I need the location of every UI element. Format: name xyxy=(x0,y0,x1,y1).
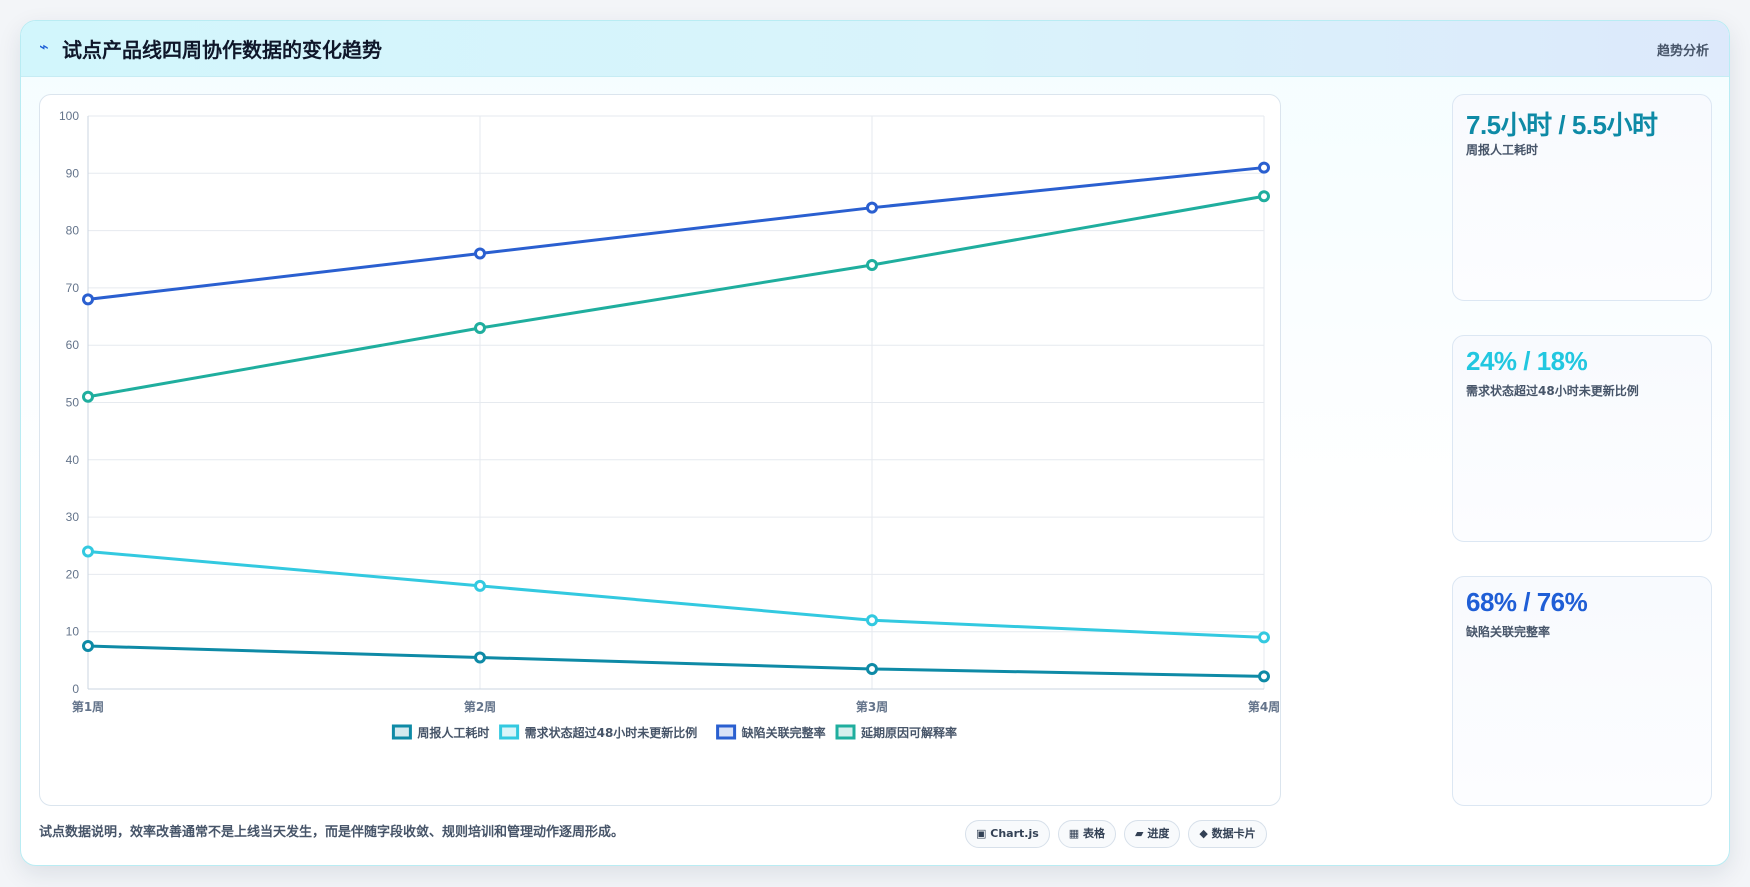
data-point xyxy=(866,258,878,271)
y-tick-label: 90 xyxy=(66,166,80,180)
legend-item[interactable]: 需求状态超过48小时未更新比例 xyxy=(499,724,698,740)
chart-icon: ▣ xyxy=(976,827,987,840)
kpi-label: 需求状态超过48小时未更新比例 xyxy=(1466,384,1639,398)
y-tick-label: 60 xyxy=(66,338,80,352)
kpi-label: 周报人工耗时 xyxy=(1466,143,1539,157)
chip-label: 进度 xyxy=(1147,827,1170,840)
chart-panel: 0 10 20 30 40 50 60 70 80 90 100 第1周 第2周 第3周 第4周周报人工耗时… xyxy=(39,94,1281,806)
x-tick-label: 第3周 xyxy=(856,699,888,714)
tech-chips: ▣ Chart.js ▦ 表格 ▰ 进度 ◆ 数据卡片 xyxy=(965,820,1267,848)
trend-icon: ⌁ xyxy=(39,37,49,56)
chip-label: 数据卡片 xyxy=(1211,827,1256,840)
data-point xyxy=(1258,670,1270,683)
legend-swatch xyxy=(391,724,412,740)
series-line xyxy=(87,166,1265,301)
data-point xyxy=(474,247,486,260)
legend-swatch xyxy=(499,724,520,740)
y-tick-label: 100 xyxy=(59,109,79,123)
data-point xyxy=(474,322,486,335)
legend-item[interactable]: 周报人工耗时 xyxy=(391,724,489,740)
legend-label: 周报人工耗时 xyxy=(417,725,489,740)
diamond-icon: ◆ xyxy=(1199,827,1208,840)
x-tick-label: 第2周 xyxy=(464,699,496,714)
y-tick-label: 70 xyxy=(66,281,80,295)
legend-label: 缺陷关联完整率 xyxy=(742,725,826,740)
x-tick-label: 第4周 xyxy=(1248,699,1280,714)
data-point xyxy=(1258,631,1270,644)
y-tick-label: 0 xyxy=(72,682,79,696)
data-point xyxy=(474,579,486,592)
legend-label: 延期原因可解释率 xyxy=(860,725,957,740)
series-line xyxy=(87,549,1265,639)
x-tick-label: 第1周 xyxy=(72,699,104,714)
progress-icon: ▰ xyxy=(1135,827,1144,840)
chip-chartjs[interactable]: ▣ Chart.js xyxy=(965,820,1050,848)
kpi-label: 缺陷关联完整率 xyxy=(1466,625,1551,639)
kpi-card-defect-linkage: 68% / 76% 缺陷关联完整率 xyxy=(1452,576,1712,806)
data-note: 试点数据说明，效率改善通常不是上线当天发生，而是伴随字段收敛、规则培训和管理动作… xyxy=(39,825,625,840)
legend-label: 需求状态超过48小时未更新比例 xyxy=(525,725,698,740)
legend-swatch xyxy=(716,724,737,740)
data-point xyxy=(866,201,878,214)
chip-label: 表格 xyxy=(1083,827,1106,840)
trend-card: ⌁ 试点产品线四周协作数据的变化趋势 趋势分析 0 10 20 30 40 50 60 70 8… xyxy=(20,20,1730,866)
chip-label: Chart.js xyxy=(990,827,1039,840)
table-icon: ▦ xyxy=(1068,827,1080,840)
series-line xyxy=(87,644,1265,678)
data-point xyxy=(866,662,878,675)
kpi-card-stale-requirements: 24% / 18% 需求状态超过48小时未更新比例 xyxy=(1452,335,1712,542)
analysis-tag: 趋势分析 xyxy=(1656,44,1709,59)
y-tick-label: 80 xyxy=(66,224,80,238)
data-point xyxy=(82,640,94,653)
y-tick-label: 10 xyxy=(66,625,80,639)
card-header: ⌁ 试点产品线四周协作数据的变化趋势 趋势分析 xyxy=(21,21,1729,77)
y-tick-label: 20 xyxy=(66,567,80,581)
data-point xyxy=(82,293,94,306)
data-point xyxy=(866,614,878,627)
legend-item[interactable]: 延期原因可解释率 xyxy=(835,724,957,740)
kpi-value: 24% / 18% xyxy=(1466,346,1588,376)
y-tick-label: 30 xyxy=(66,510,80,524)
data-point xyxy=(82,390,94,403)
chip-data-cards[interactable]: ◆ 数据卡片 xyxy=(1188,820,1267,848)
legend-swatch xyxy=(835,724,856,740)
kpi-value: 7.5小时 / 5.5小时 xyxy=(1466,110,1658,140)
data-point xyxy=(1258,161,1270,174)
series-line xyxy=(87,194,1265,399)
chip-table[interactable]: ▦ 表格 xyxy=(1057,820,1117,848)
chip-progress[interactable]: ▰ 进度 xyxy=(1124,820,1181,848)
line-chart: 0 10 20 30 40 50 60 70 80 90 100 第1周 第2周 第3周 第4周周报人工耗时… xyxy=(59,109,1280,740)
kpi-card-weekly-hours: 7.5小时 / 5.5小时 周报人工耗时 xyxy=(1452,94,1712,301)
kpi-value: 68% / 76% xyxy=(1466,587,1588,617)
y-tick-label: 50 xyxy=(66,396,80,410)
page-title: 试点产品线四周协作数据的变化趋势 xyxy=(62,38,382,62)
data-point xyxy=(1258,190,1270,203)
y-tick-label: 40 xyxy=(66,453,80,467)
legend-item[interactable]: 缺陷关联完整率 xyxy=(716,724,826,740)
data-point xyxy=(82,545,94,558)
data-point xyxy=(474,651,486,664)
